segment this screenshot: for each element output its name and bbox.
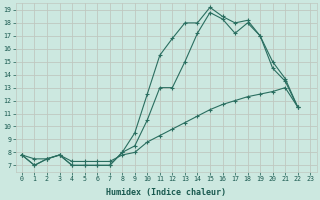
X-axis label: Humidex (Indice chaleur): Humidex (Indice chaleur) [106,188,226,197]
